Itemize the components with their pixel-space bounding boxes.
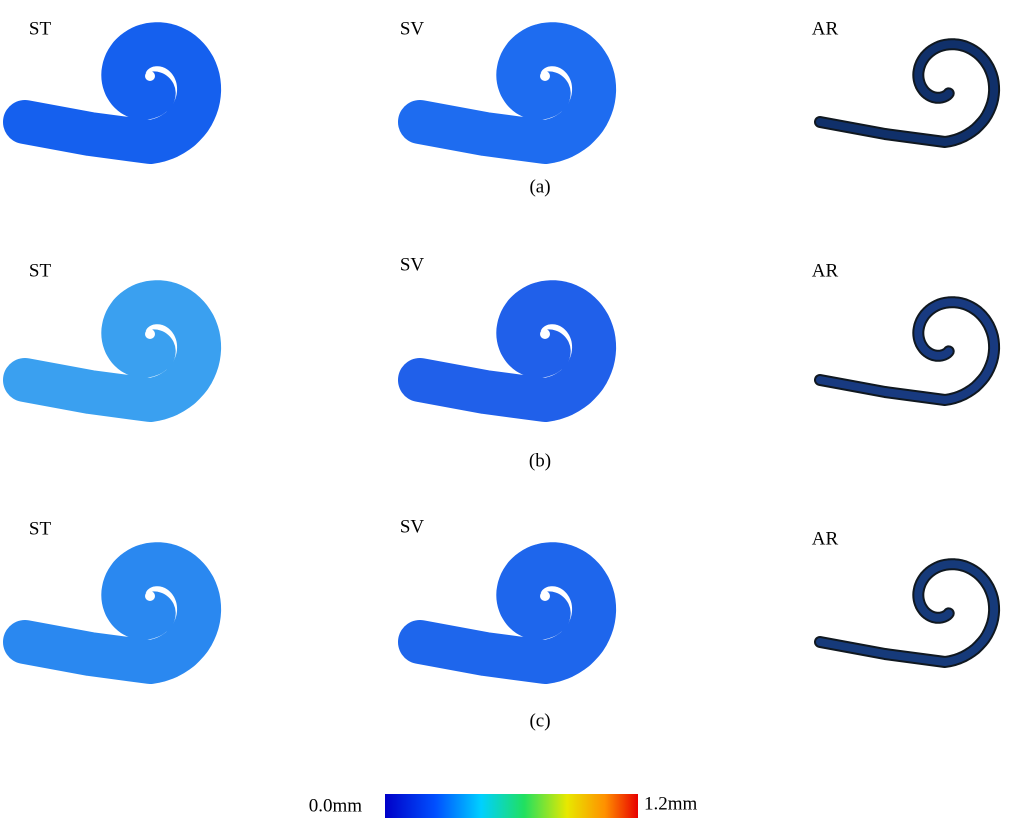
panel-label: AR (812, 528, 839, 549)
panel-label: SV (400, 516, 425, 537)
colorbar-max-label: 1.2mm (644, 793, 698, 814)
cochlea-apex (940, 329, 950, 339)
figure: ST SV AR (a) ST SV AR (b) ST SV AR (c) 0.0mm 1.2mm (0, 0, 1012, 831)
panel-label: ST (29, 18, 52, 39)
panel-label: AR (812, 260, 839, 281)
panel-label: ST (29, 260, 52, 281)
cochlea-apex (940, 71, 950, 81)
colorbar-min-label: 0.0mm (309, 795, 363, 816)
cochlea-apex (145, 591, 155, 601)
panel-label: AR (812, 18, 839, 39)
cochlea-apex (540, 591, 550, 601)
row-caption: (c) (529, 710, 550, 731)
cochlea-surface (25, 564, 199, 662)
cochlea-apex (540, 329, 550, 339)
cochlea-surface (420, 302, 594, 400)
cochlea-surface (420, 564, 594, 662)
cochlea-apex (145, 71, 155, 81)
cochlea-apex (540, 71, 550, 81)
cochlea-surface (420, 44, 594, 142)
panel-label: SV (400, 18, 425, 39)
colorbar (385, 794, 638, 818)
row-caption: (b) (529, 450, 551, 471)
cochlea-apex (940, 591, 950, 601)
panels: ST SV AR (a) ST SV AR (b) ST SV AR (c) (25, 18, 994, 731)
cochlea-surface (25, 302, 199, 400)
cochlea-surface (25, 44, 199, 142)
row-caption: (a) (529, 176, 550, 197)
panel-label: SV (400, 254, 425, 275)
cochlea-apex (145, 329, 155, 339)
panel-label: ST (29, 518, 52, 539)
